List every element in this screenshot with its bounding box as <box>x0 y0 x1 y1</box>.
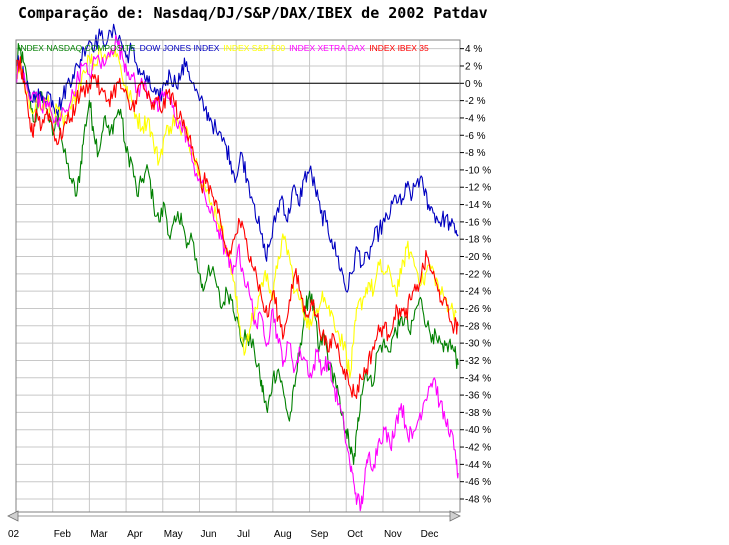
x-tick-label: Dec <box>421 529 439 540</box>
y-tick-label: -14 % <box>465 200 491 211</box>
y-tick-label: 2 % <box>465 61 482 72</box>
scroll-left-arrow-icon[interactable] <box>7 510 19 522</box>
x-tick-label: Apr <box>127 529 143 540</box>
x-tick-label: Aug <box>274 529 292 540</box>
x-tick-label: 02 <box>8 529 20 540</box>
y-tick-label: -38 % <box>465 408 491 419</box>
y-tick-label: -48 % <box>465 495 491 506</box>
y-tick-label: -40 % <box>465 425 491 436</box>
y-tick-label: -44 % <box>465 460 491 471</box>
y-tick-label: 0 % <box>465 79 482 90</box>
y-tick-label: -24 % <box>465 287 491 298</box>
horizontal-scrollbar[interactable] <box>7 510 461 522</box>
y-tick-label: -42 % <box>465 443 491 454</box>
y-tick-label: -2 % <box>465 96 486 107</box>
series-line-index-s-p-500 <box>15 47 457 379</box>
series-line-index-xetra-dax <box>15 34 459 512</box>
y-tick-label: -12 % <box>465 183 491 194</box>
y-tick-label: -16 % <box>465 217 491 228</box>
y-tick-label: -32 % <box>465 356 491 367</box>
y-tick-label: 4 % <box>465 44 482 55</box>
y-tick-label: -8 % <box>465 148 486 159</box>
series-layer <box>15 23 459 512</box>
y-tick-label: -10 % <box>465 165 491 176</box>
y-tick-label: -36 % <box>465 391 491 402</box>
x-tick-label: Sep <box>311 529 329 540</box>
series-line-index-ibex-35 <box>15 56 459 400</box>
y-tick-label: -26 % <box>465 304 491 315</box>
legend-item-index-xetra-dax: INDEX XETRA DAX <box>289 43 365 53</box>
legend-item-index-nasdaq-composite: INDEX NASDAQ COMPOSITE <box>18 43 136 53</box>
series-line-index-nasdaq-composite <box>15 42 459 465</box>
y-tick-label: -46 % <box>465 477 491 488</box>
plot-background <box>16 40 460 512</box>
y-axis: 4 % 2 % 0 % -2 % -4 % -6 % -8 % -10 % -12 % -14 %… <box>460 44 491 506</box>
legend: INDEX NASDAQ COMPOSITE DOW JONES INDEX IND… <box>18 43 429 53</box>
y-tick-label: -18 % <box>465 235 491 246</box>
x-tick-label: Oct <box>347 529 363 540</box>
chart-title: Comparação de: Nasdaq/DJ/S&P/DAX/IBEX de… <box>18 4 488 22</box>
x-tick-label: Jul <box>237 529 250 540</box>
plot-frame <box>15 39 461 513</box>
x-axis: 02 Feb Mar Apr May Jun Jul Aug Sep Oct Nov Dec <box>8 529 438 540</box>
y-tick-label: -34 % <box>465 373 491 384</box>
y-tick-label: -30 % <box>465 339 491 350</box>
legend-item-index-s-p-500: INDEX S&P 500 <box>223 43 285 53</box>
y-tick-label: -28 % <box>465 321 491 332</box>
x-tick-label: Nov <box>384 529 402 540</box>
x-tick-label: Feb <box>54 529 72 540</box>
series-line-dow-jones-index <box>15 23 459 293</box>
legend-item-index-ibex-35: INDEX IBEX 35 <box>369 43 429 53</box>
legend-item-dow-jones-index: DOW JONES INDEX <box>140 43 220 53</box>
y-tick-label: -4 % <box>465 113 486 124</box>
x-tick-label: May <box>164 529 183 540</box>
x-tick-label: Jun <box>200 529 216 540</box>
y-tick-label: -22 % <box>465 269 491 280</box>
scroll-right-arrow-icon[interactable] <box>449 510 461 522</box>
x-tick-label: Mar <box>90 529 108 540</box>
y-tick-label: -20 % <box>465 252 491 263</box>
y-tick-label: -6 % <box>465 131 486 142</box>
